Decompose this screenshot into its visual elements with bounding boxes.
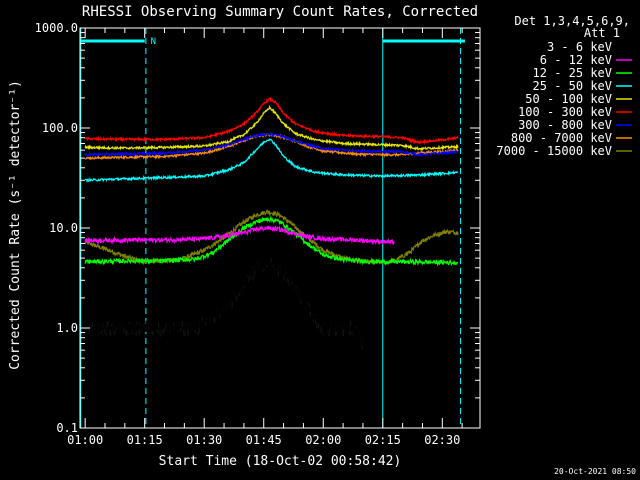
legend-entry-label: 7000 - 15000 keV — [496, 144, 612, 158]
y-tick-label: 0.1 — [56, 421, 78, 435]
y-tick-label: 10.0 — [49, 221, 78, 235]
legend-entry-label: 50 - 100 keV — [525, 92, 612, 106]
series-line — [84, 131, 459, 158]
legend-entry-label: 300 - 800 keV — [518, 118, 612, 132]
legend-entry-label: 800 - 7000 keV — [511, 131, 612, 145]
legend-header-line-2: Att 1 — [584, 26, 620, 40]
series-line — [84, 225, 395, 246]
x-tick-label: 01:30 — [186, 433, 222, 447]
x-tick-label: 02:15 — [365, 433, 401, 447]
x-axis-label: Start Time (18-Oct-02 00:58:42) — [159, 454, 402, 469]
series-line — [84, 104, 459, 152]
legend-entry-label: 6 - 12 keV — [540, 53, 612, 67]
y-tick-label: 1.0 — [56, 321, 78, 335]
y-axis-label: Corrected Count Rate (s⁻¹ detector⁻¹) — [8, 80, 23, 370]
x-tick-label: 02:30 — [424, 433, 460, 447]
night-label: N — [151, 37, 156, 47]
x-tick-label: 01:45 — [246, 433, 282, 447]
x-tick-label: 02:00 — [305, 433, 341, 447]
legend-entry-label: 100 - 300 keV — [518, 105, 612, 119]
plot-area: N — [79, 27, 481, 429]
y-tick-label: 100.0 — [42, 121, 78, 135]
y-tick-label: 1000.0 — [35, 21, 78, 35]
series-3-6-kev-band — [84, 249, 364, 351]
series-line — [84, 215, 459, 267]
series-line — [84, 96, 459, 145]
legend-header-line-1: Det 1,3,4,5,6,9, — [514, 14, 630, 28]
generated-timestamp: 20-Oct-2021 08:50 — [554, 467, 636, 476]
x-tick-label: 01:15 — [127, 433, 163, 447]
legend-entry-label: 12 - 25 keV — [533, 66, 612, 80]
legend-entry-label: 25 - 50 keV — [533, 79, 612, 93]
legend-entry-label: 3 - 6 keV — [547, 40, 612, 54]
y-axis: 0.1 1.0 10.0 100.0 1000.0 — [35, 21, 480, 435]
x-axis: 01:00 01:15 01:30 01:45 02:00 02:15 02:30 — [67, 28, 463, 447]
chart-title: RHESSI Observing Summary Count Rates, Co… — [82, 4, 478, 20]
x-tick-label: 01:00 — [67, 433, 103, 447]
series-line — [84, 138, 459, 184]
